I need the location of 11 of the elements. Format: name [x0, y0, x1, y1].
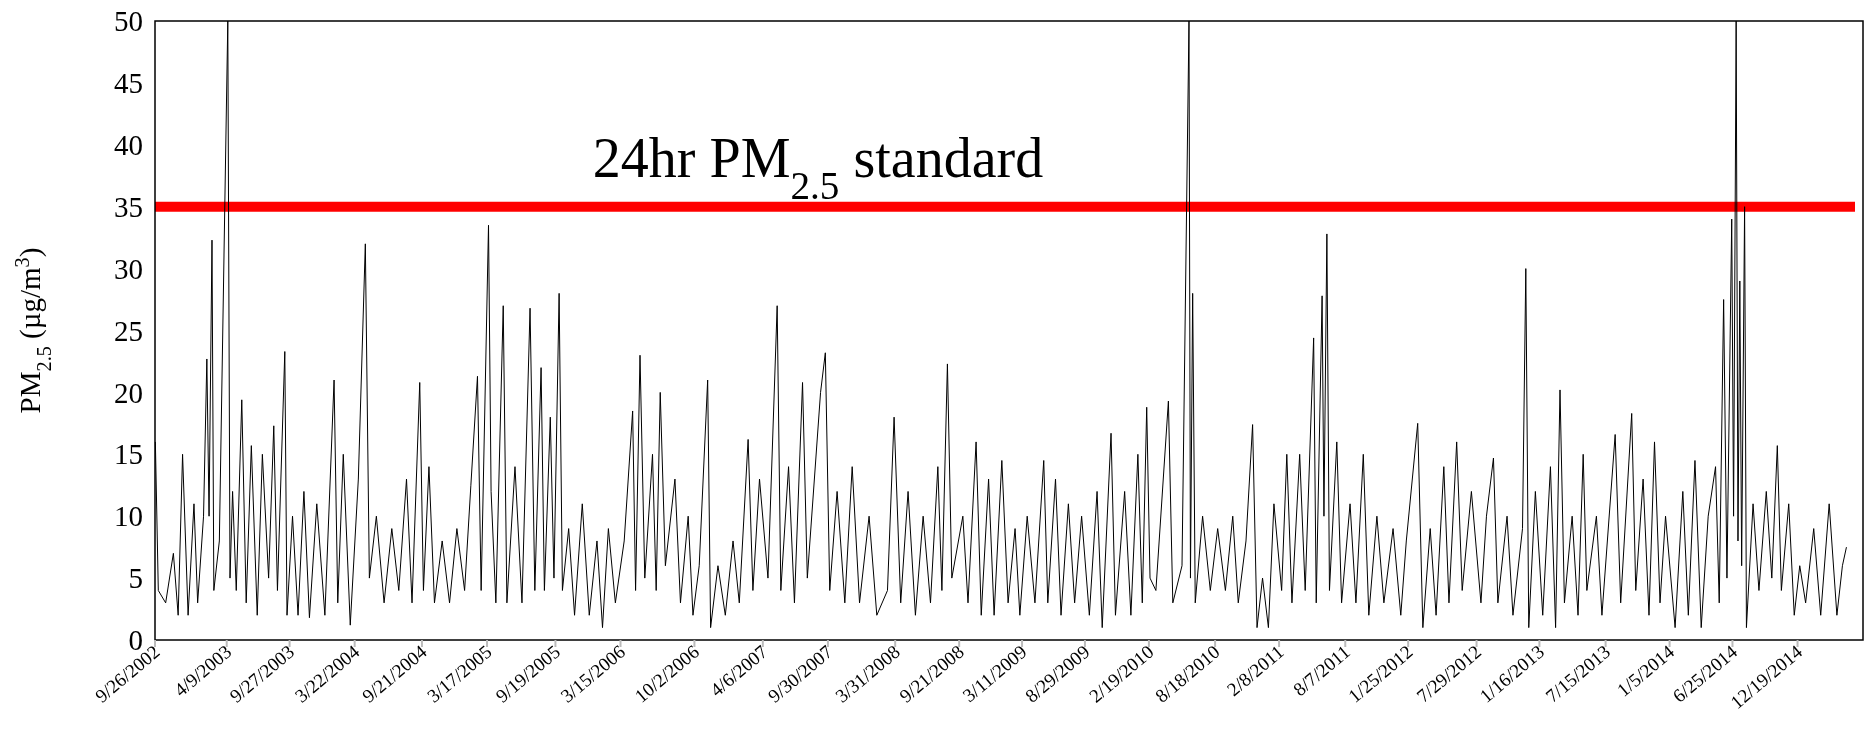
y-tick-label: 10 — [114, 500, 143, 533]
y-tick-label: 25 — [114, 314, 143, 347]
y-tick-label: 50 — [114, 5, 143, 38]
ref-line-label: 24hr PM$_{2.5}$ standard — [592, 126, 1044, 207]
y-tick-label: 15 — [114, 438, 143, 471]
y-tick-label: 20 — [114, 376, 143, 409]
y-tick-label: 5 — [128, 562, 143, 595]
y-tick-label: 40 — [114, 128, 143, 161]
y-tick-label: 35 — [114, 190, 143, 223]
y-tick-label: 30 — [114, 252, 143, 285]
y-tick-label: 45 — [114, 67, 143, 100]
